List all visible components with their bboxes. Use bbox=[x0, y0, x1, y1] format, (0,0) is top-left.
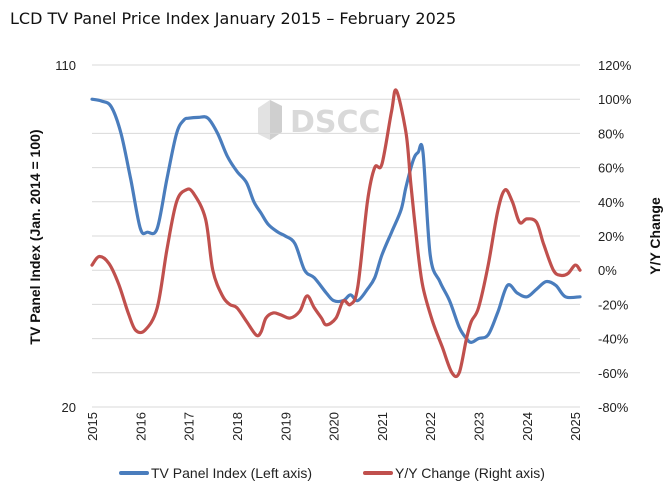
x-tick-label: 2018 bbox=[230, 412, 245, 441]
x-tick-label: 2016 bbox=[133, 412, 148, 441]
right-tick-label: 0% bbox=[598, 263, 617, 278]
left-axis-ticks: 110 20 bbox=[55, 58, 76, 415]
legend-label-yy-change: Y/Y Change (Right axis) bbox=[395, 465, 545, 481]
right-tick-label: 40% bbox=[598, 195, 624, 210]
x-tick-label: 2019 bbox=[278, 412, 293, 441]
x-tick-label: 2023 bbox=[472, 412, 487, 441]
right-tick-label: -20% bbox=[598, 297, 629, 312]
dscc-watermark: DSCC bbox=[258, 100, 381, 140]
grid bbox=[92, 64, 580, 408]
left-tick-label: 20 bbox=[62, 400, 76, 415]
right-axis-title: Y/Y Change bbox=[647, 197, 663, 275]
x-tick-label: 2025 bbox=[568, 412, 583, 441]
chart-title: LCD TV Panel Price Index January 2015 – … bbox=[10, 9, 456, 28]
x-tick-label: 2015 bbox=[85, 412, 100, 441]
left-axis-title: TV Panel Index (Jan. 2014 = 100) bbox=[27, 129, 43, 344]
right-tick-label: 80% bbox=[598, 126, 624, 141]
right-axis-ticks: 120% 100% 80% 60% 40% 20% 0% -20% -40% -60% -80% bbox=[598, 58, 632, 415]
right-tick-label: 100% bbox=[598, 92, 632, 107]
series-lines bbox=[90, 88, 582, 379]
right-tick-label: -40% bbox=[598, 332, 629, 347]
watermark-text: DSCC bbox=[290, 105, 381, 140]
right-tick-label: -60% bbox=[598, 366, 629, 381]
legend: TV Panel Index (Left axis) Y/Y Change (R… bbox=[119, 465, 545, 481]
right-tick-label: 20% bbox=[598, 229, 624, 244]
x-tick-label: 2020 bbox=[327, 412, 342, 441]
yy-change-line bbox=[90, 88, 582, 379]
x-tick-label: 2022 bbox=[423, 412, 438, 441]
x-tick-label: 2017 bbox=[182, 412, 197, 441]
x-tick-label: 2021 bbox=[375, 412, 390, 441]
right-tick-label: 60% bbox=[598, 161, 624, 176]
x-tick-label: 2024 bbox=[520, 412, 535, 441]
left-tick-label: 110 bbox=[55, 58, 76, 73]
right-tick-label: 120% bbox=[598, 58, 632, 73]
right-tick-label: -80% bbox=[598, 400, 629, 415]
x-axis-ticks: 2015 2016 2017 2018 2019 2020 2021 2022 2023 2024… bbox=[85, 412, 583, 441]
legend-label-panel-index: TV Panel Index (Left axis) bbox=[151, 465, 312, 481]
